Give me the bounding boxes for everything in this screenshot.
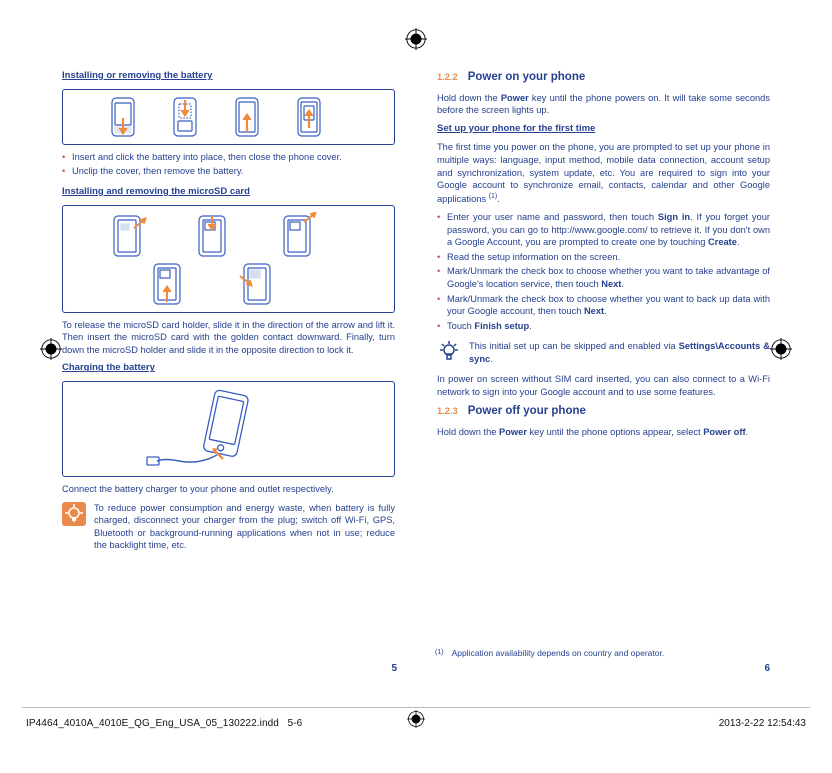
bullet: Touch Finish setup. xyxy=(437,320,770,333)
text: This initial set up can be skipped and e… xyxy=(469,341,679,351)
text: . xyxy=(737,237,740,247)
text-bold: Next xyxy=(601,279,621,289)
tip-icon xyxy=(437,340,461,364)
footer-rule xyxy=(22,707,810,708)
text: . xyxy=(490,354,493,364)
footer-filename: IP4464_4010A_4010E_QG_Eng_USA_05_130222.… xyxy=(26,718,302,729)
note-text: This initial set up can be skipped and e… xyxy=(469,340,770,365)
footnote-text: Application availability depends on coun… xyxy=(452,648,665,659)
page-number-right: 6 xyxy=(764,662,770,676)
text: Mark/Unmark the check box to choose whet… xyxy=(447,294,770,317)
battery-steps: Insert and click the battery into place,… xyxy=(62,151,395,178)
heading-charge: Charging the battery xyxy=(62,362,395,375)
note-text: To reduce power consumption and energy w… xyxy=(94,502,395,552)
tip-icon xyxy=(62,502,86,526)
text-bold: Power xyxy=(499,427,527,437)
heading-install-battery: Installing or removing the battery xyxy=(62,70,395,83)
section-number: 1.2.2 xyxy=(437,72,458,82)
footnote-ref: (1) xyxy=(489,193,498,200)
reg-mark-left xyxy=(40,338,62,360)
setup-paragraph: The first time you power on the phone, y… xyxy=(437,141,770,205)
text: Hold down the xyxy=(437,427,499,437)
text: key until the phone options appear, sele… xyxy=(527,427,703,437)
figure-charge xyxy=(62,381,395,477)
battery-diagram xyxy=(104,95,354,139)
text: . xyxy=(497,194,500,204)
text-bold: Next xyxy=(584,306,604,316)
sd-paragraph: To release the microSD card holder, slid… xyxy=(62,319,395,357)
bullet: Insert and click the battery into place,… xyxy=(62,151,395,164)
text: . xyxy=(621,279,624,289)
text: Hold down the xyxy=(437,93,501,103)
section-1-2-2: 1.2.2 Power on your phone xyxy=(437,70,770,86)
footnote: (1) Application availability depends on … xyxy=(435,648,770,659)
charge-diagram xyxy=(129,387,329,471)
text-bold: Finish setup xyxy=(474,321,529,331)
page-number-left: 5 xyxy=(391,662,397,676)
text: 5-6 xyxy=(288,718,303,729)
text-bold: Create xyxy=(708,237,737,247)
reg-mark-top xyxy=(405,28,427,50)
bullet: Enter your user name and password, then … xyxy=(437,211,770,249)
section-title: Power on your phone xyxy=(468,71,586,83)
page-left: Installing or removing the battery xyxy=(62,64,397,675)
bullet: Mark/Unmark the check box to choose whet… xyxy=(437,293,770,318)
reg-mark-right xyxy=(770,338,792,360)
text-bold: Sign in xyxy=(658,212,690,222)
text: Touch xyxy=(447,321,474,331)
text: The first time you power on the phone, y… xyxy=(437,142,770,203)
page-spread: Installing or removing the battery xyxy=(62,64,770,675)
footnote-marker: (1) xyxy=(435,648,444,659)
power-on-paragraph: Hold down the Power key until the phone … xyxy=(437,92,770,117)
text-bold: Power off xyxy=(703,427,745,437)
charge-paragraph: Connect the battery charger to your phon… xyxy=(62,483,395,496)
text-bold: Power xyxy=(501,93,529,103)
bullet: Mark/Unmark the check box to choose whet… xyxy=(437,265,770,290)
section-title: Power off your phone xyxy=(468,405,586,417)
text: Enter your user name and password, then … xyxy=(447,212,658,222)
sd-diagram xyxy=(99,212,359,308)
bullet: Unclip the cover, then remove the batter… xyxy=(62,165,395,178)
bullet: Read the setup information on the screen… xyxy=(437,251,770,264)
heading-sd: Installing and removing the microSD card xyxy=(62,186,395,199)
power-off-paragraph: Hold down the Power key until the phone … xyxy=(437,426,770,439)
note-skip-setup: This initial set up can be skipped and e… xyxy=(437,340,770,365)
heading-first-setup: Set up your phone for the first time xyxy=(437,123,770,136)
figure-sd xyxy=(62,205,395,313)
text: . xyxy=(604,306,607,316)
note-power-saving: To reduce power consumption and energy w… xyxy=(62,502,395,552)
text: . xyxy=(746,427,749,437)
footer-timestamp: 2013-2-22 12:54:43 xyxy=(719,718,806,729)
no-sim-paragraph: In power on screen without SIM card inse… xyxy=(437,373,770,398)
page-right: 1.2.2 Power on your phone Hold down the P… xyxy=(435,64,770,675)
section-number: 1.2.3 xyxy=(437,406,458,416)
text: . xyxy=(529,321,532,331)
section-1-2-3: 1.2.3 Power off your phone xyxy=(437,404,770,420)
setup-bullets: Enter your user name and password, then … xyxy=(437,211,770,332)
reg-mark-footer xyxy=(407,710,425,733)
text: IP4464_4010A_4010E_QG_Eng_USA_05_130222.… xyxy=(26,718,279,729)
figure-battery xyxy=(62,89,395,145)
